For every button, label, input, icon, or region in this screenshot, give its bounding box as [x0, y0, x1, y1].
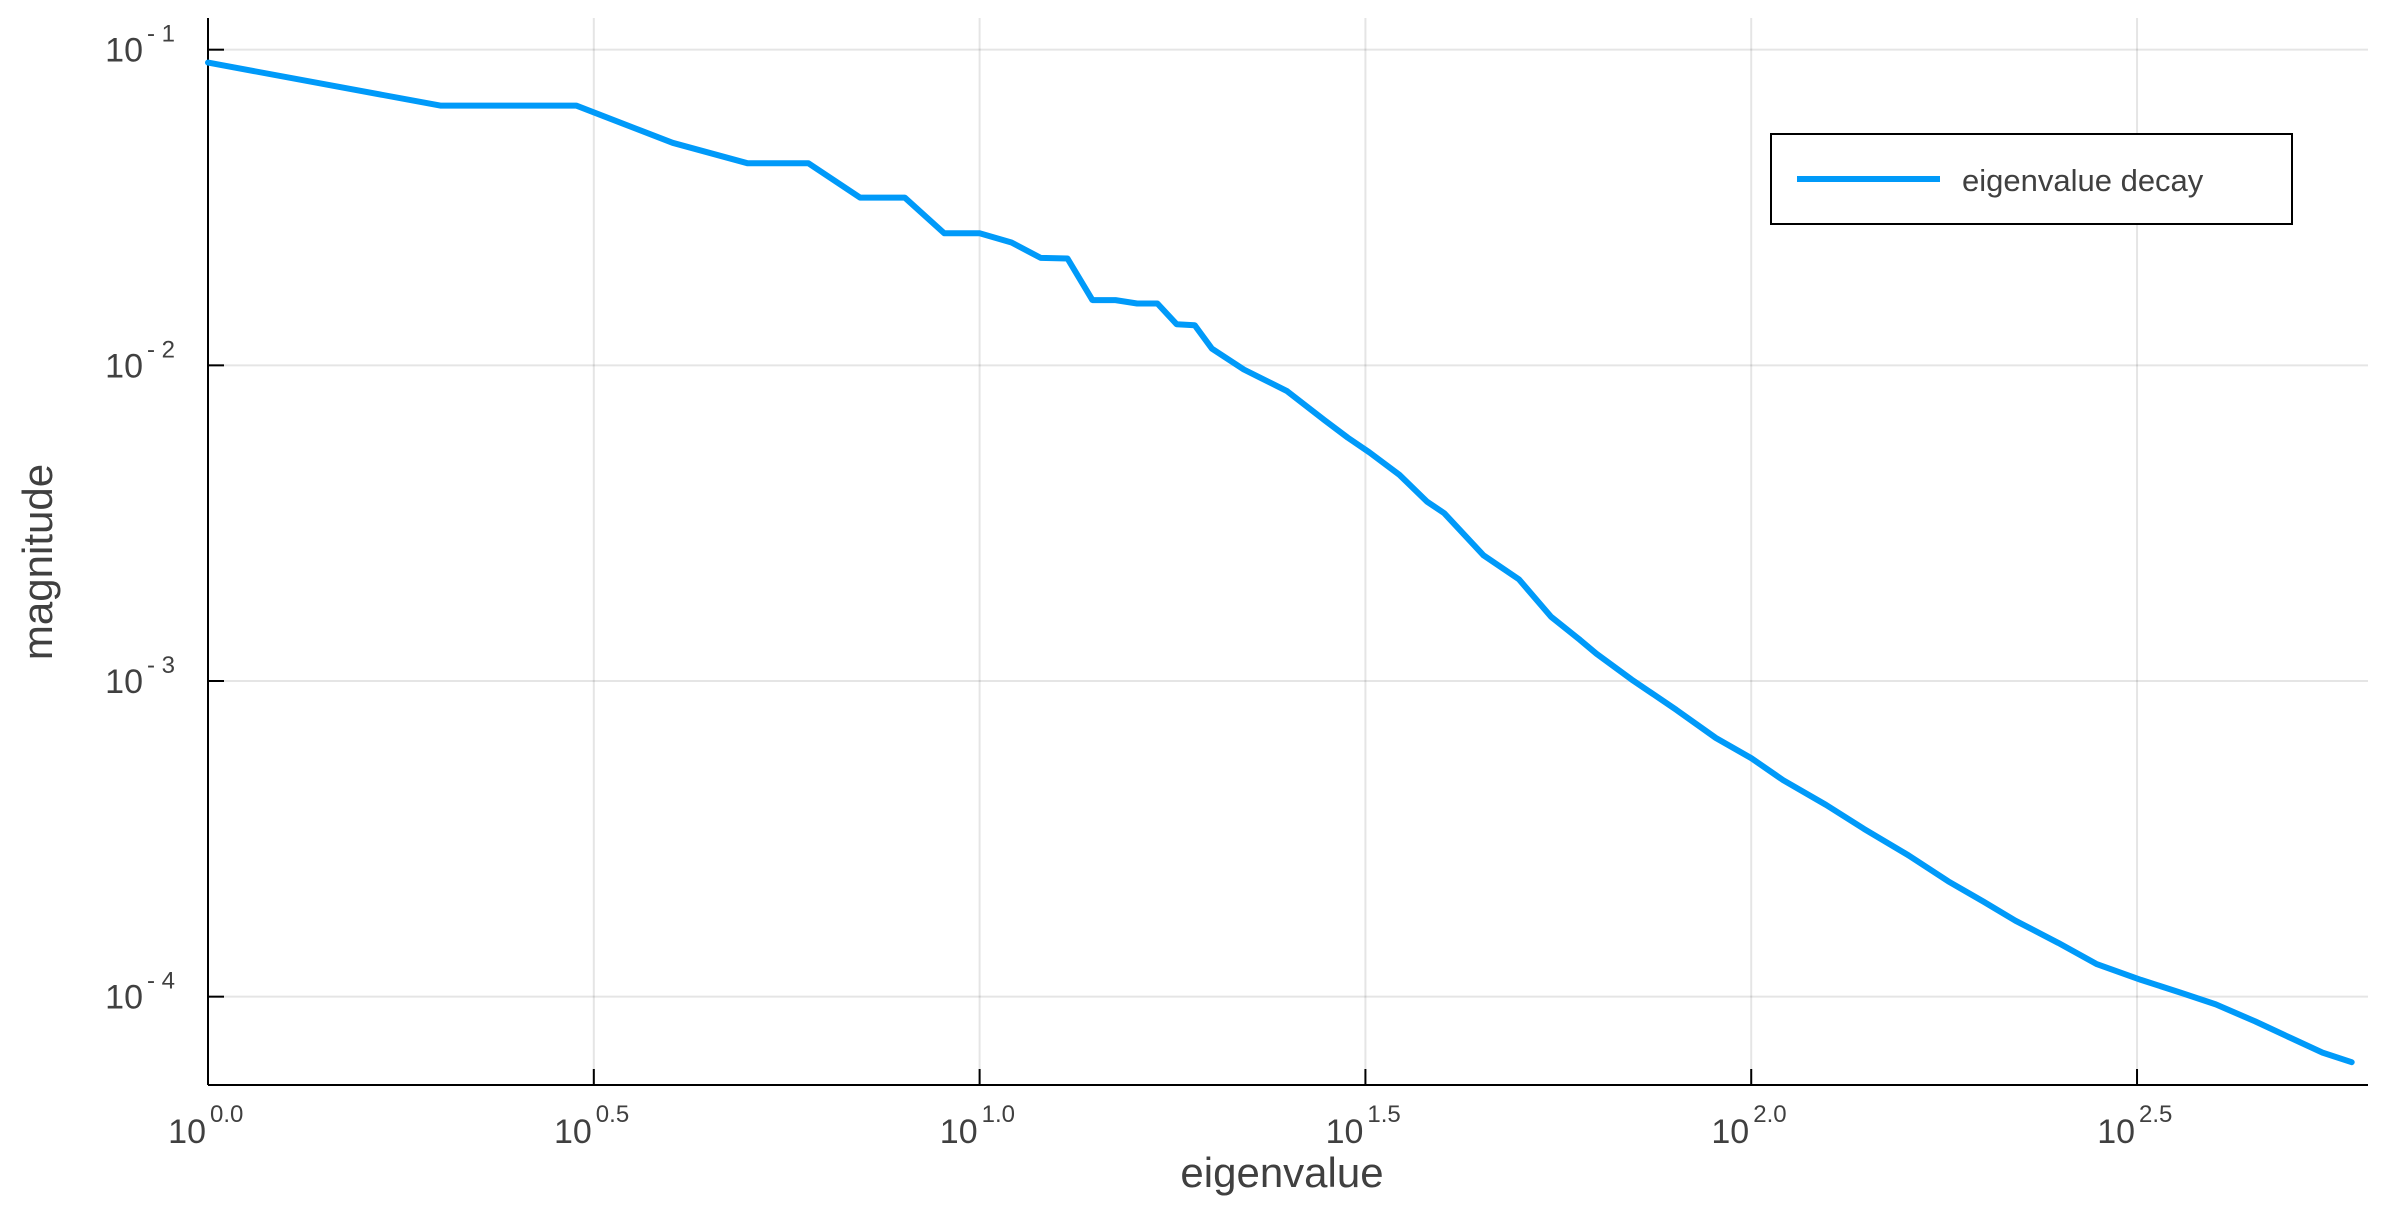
y-tick-label-3: 10 — [105, 979, 143, 1017]
x-tick-label-1: 10 — [554, 1113, 592, 1151]
x-tick-exponent-5: 2.5 — [2139, 1101, 2172, 1128]
legend: eigenvalue decay — [1770, 133, 2293, 225]
axes-layer — [207, 18, 2368, 1086]
x-tick-label-2: 10 — [940, 1113, 978, 1151]
x-tick-exponent-4: 2.0 — [1753, 1101, 1786, 1128]
ticks-layer: 10 0.0 10 0.5 10 1.0 10 1.5 10 2.0 10 2.510- 110- 2… — [105, 21, 2172, 1151]
x-tick-label-0: 10 — [168, 1113, 206, 1151]
y-tick-exponent-1: - 2 — [147, 336, 175, 363]
x-tick-exponent-3: 1.5 — [1367, 1101, 1400, 1128]
series-line-eigenvalue-decay — [205, 59, 2355, 1066]
y-tick-label-0: 10 — [105, 32, 143, 70]
y-tick-exponent-0: - 1 — [147, 21, 175, 48]
y-axis-label: magnitude — [14, 464, 61, 660]
x-axis-label: eigenvalue — [1180, 1149, 1383, 1196]
y-tick-label-2: 10 — [105, 663, 143, 701]
legend-label-eigenvalue-decay: eigenvalue decay — [1962, 163, 2204, 198]
y-tick-exponent-3: - 4 — [147, 968, 175, 995]
x-tick-label-3: 10 — [1326, 1113, 1364, 1151]
y-tick-label-1: 10 — [105, 347, 143, 385]
x-tick-exponent-2: 1.0 — [982, 1101, 1015, 1128]
x-tick-exponent-0: 0.0 — [210, 1101, 243, 1128]
y-tick-exponent-2: - 3 — [147, 652, 175, 679]
x-tick-label-4: 10 — [1711, 1113, 1749, 1151]
x-tick-label-5: 10 — [2097, 1113, 2135, 1151]
series-layer — [205, 59, 2355, 1066]
x-tick-exponent-1: 0.5 — [596, 1101, 629, 1128]
